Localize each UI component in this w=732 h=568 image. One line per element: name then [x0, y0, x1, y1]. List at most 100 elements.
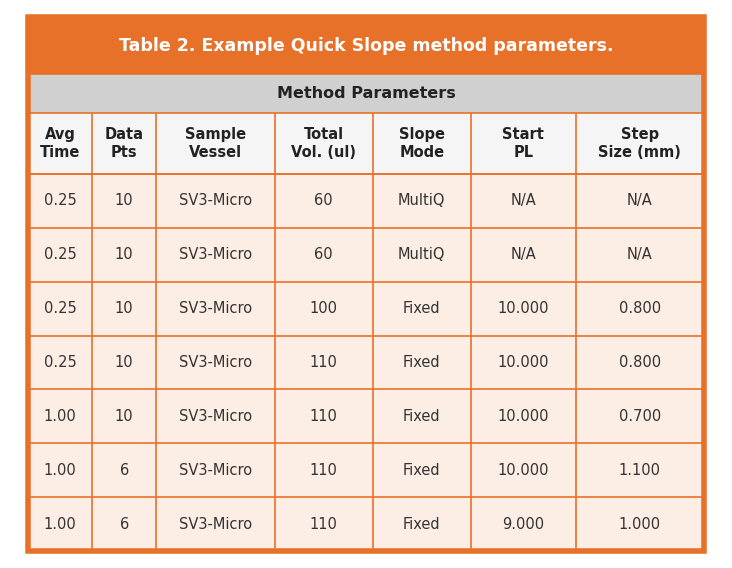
- Text: Fixed: Fixed: [403, 301, 441, 316]
- Bar: [92, 336, 157, 390]
- Text: 10.000: 10.000: [498, 409, 549, 424]
- Bar: [92, 443, 157, 497]
- Bar: [157, 112, 274, 174]
- Bar: [575, 497, 704, 551]
- Text: 10: 10: [115, 194, 133, 208]
- Text: Avg
Time: Avg Time: [40, 127, 80, 160]
- Text: Data
Pts: Data Pts: [105, 127, 143, 160]
- Text: Table 2. Example Quick Slope method parameters.: Table 2. Example Quick Slope method para…: [119, 36, 613, 55]
- Bar: [157, 174, 274, 228]
- Text: 110: 110: [310, 409, 337, 424]
- Text: Step
Size (mm): Step Size (mm): [599, 127, 681, 160]
- Text: 0.25: 0.25: [44, 194, 76, 208]
- Bar: [471, 336, 575, 390]
- Bar: [575, 228, 704, 282]
- Text: N/A: N/A: [627, 247, 653, 262]
- Bar: [471, 228, 575, 282]
- Bar: [373, 282, 471, 336]
- Text: Fixed: Fixed: [403, 463, 441, 478]
- Text: Fixed: Fixed: [403, 409, 441, 424]
- Text: SV3-Micro: SV3-Micro: [179, 194, 252, 208]
- Bar: [373, 390, 471, 443]
- Bar: [373, 443, 471, 497]
- Bar: [274, 174, 373, 228]
- Text: SV3-Micro: SV3-Micro: [179, 355, 252, 370]
- Bar: [157, 228, 274, 282]
- Text: 0.800: 0.800: [619, 301, 661, 316]
- Text: 10: 10: [115, 409, 133, 424]
- Text: Slope
Mode: Slope Mode: [399, 127, 445, 160]
- Bar: [274, 336, 373, 390]
- Bar: [28, 443, 92, 497]
- Text: 0.25: 0.25: [44, 301, 76, 316]
- Bar: [157, 336, 274, 390]
- Bar: [92, 112, 157, 174]
- Bar: [274, 282, 373, 336]
- Text: 60: 60: [315, 194, 333, 208]
- Bar: [28, 17, 704, 74]
- Bar: [92, 174, 157, 228]
- Bar: [274, 497, 373, 551]
- Bar: [28, 390, 92, 443]
- Text: 10.000: 10.000: [498, 355, 549, 370]
- Bar: [471, 443, 575, 497]
- Text: SV3-Micro: SV3-Micro: [179, 516, 252, 532]
- Bar: [28, 74, 704, 112]
- Bar: [575, 174, 704, 228]
- Text: 0.800: 0.800: [619, 355, 661, 370]
- Bar: [471, 112, 575, 174]
- Text: SV3-Micro: SV3-Micro: [179, 301, 252, 316]
- Text: SV3-Micro: SV3-Micro: [179, 247, 252, 262]
- Bar: [28, 282, 92, 336]
- Bar: [28, 336, 92, 390]
- Bar: [28, 497, 92, 551]
- Bar: [373, 112, 471, 174]
- Bar: [92, 228, 157, 282]
- Bar: [373, 174, 471, 228]
- Text: 0.700: 0.700: [619, 409, 661, 424]
- Text: MultiQ: MultiQ: [398, 247, 446, 262]
- Bar: [28, 228, 92, 282]
- Text: 0.25: 0.25: [44, 355, 76, 370]
- Bar: [373, 228, 471, 282]
- Bar: [92, 390, 157, 443]
- Bar: [157, 443, 274, 497]
- Bar: [471, 282, 575, 336]
- Bar: [575, 443, 704, 497]
- Text: 1.00: 1.00: [44, 409, 76, 424]
- Text: 10: 10: [115, 355, 133, 370]
- Bar: [575, 282, 704, 336]
- Text: 100: 100: [310, 301, 337, 316]
- Bar: [157, 497, 274, 551]
- Text: Method Parameters: Method Parameters: [277, 86, 455, 101]
- Text: Sample
Vessel: Sample Vessel: [185, 127, 246, 160]
- Bar: [575, 336, 704, 390]
- Text: 10.000: 10.000: [498, 301, 549, 316]
- Bar: [157, 390, 274, 443]
- Text: 60: 60: [315, 247, 333, 262]
- Text: Fixed: Fixed: [403, 516, 441, 532]
- Text: 6: 6: [119, 463, 129, 478]
- Text: 1.000: 1.000: [619, 516, 661, 532]
- Text: MultiQ: MultiQ: [398, 194, 446, 208]
- Text: 1.00: 1.00: [44, 516, 76, 532]
- Bar: [471, 497, 575, 551]
- Text: 6: 6: [119, 516, 129, 532]
- Text: 110: 110: [310, 355, 337, 370]
- Bar: [92, 282, 157, 336]
- Bar: [471, 174, 575, 228]
- Bar: [274, 228, 373, 282]
- Text: Fixed: Fixed: [403, 355, 441, 370]
- Bar: [28, 174, 92, 228]
- Bar: [274, 112, 373, 174]
- Text: 10.000: 10.000: [498, 463, 549, 478]
- Text: 10: 10: [115, 247, 133, 262]
- Text: 9.000: 9.000: [502, 516, 545, 532]
- Text: 110: 110: [310, 516, 337, 532]
- Text: SV3-Micro: SV3-Micro: [179, 463, 252, 478]
- Bar: [274, 443, 373, 497]
- Bar: [471, 390, 575, 443]
- Text: Total
Vol. (ul): Total Vol. (ul): [291, 127, 356, 160]
- Bar: [575, 390, 704, 443]
- Bar: [92, 497, 157, 551]
